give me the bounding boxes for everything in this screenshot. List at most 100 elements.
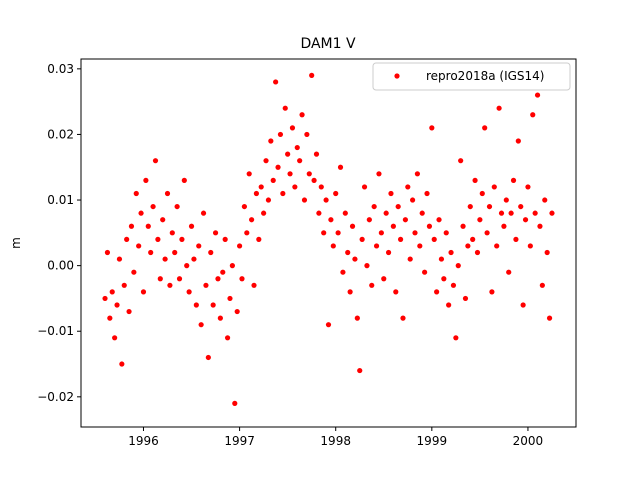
data-point [474,249,481,256]
data-point [467,203,473,210]
data-point [222,236,228,242]
data-point [330,243,336,249]
data-point [366,217,372,223]
data-point [143,177,149,183]
data-point [501,223,507,229]
data-point [282,105,288,111]
data-point [369,282,375,288]
data-point [527,243,533,249]
data-point [544,249,550,256]
data-point [306,171,312,177]
data-point [174,203,180,210]
data-point [162,256,168,262]
data-point [323,197,329,203]
data-point [397,236,404,242]
data-point [335,230,341,236]
data-point [301,197,308,203]
data-point [205,354,211,361]
data-point [251,282,257,288]
x-tick-label: 1997 [224,434,255,448]
data-point [188,223,195,229]
data-point [347,289,353,295]
data-point [513,236,519,242]
data-point [277,131,284,138]
data-point [131,269,137,275]
data-point [210,302,216,308]
data-point [227,295,233,302]
data-point [364,263,370,269]
data-point [289,125,296,131]
data-point [179,236,185,242]
data-point [270,177,276,183]
data-point [506,269,512,275]
data-point [128,223,135,229]
data-point [385,249,392,256]
data-point [503,197,509,203]
data-point [203,282,209,288]
data-point [285,151,291,157]
data-point [208,249,214,256]
data-point [424,190,430,197]
data-point [337,164,344,170]
data-point [518,203,524,210]
legend: repro2018a (IGS14) [372,62,571,91]
data-point [186,289,192,295]
data-point [263,158,269,164]
data-point [261,210,267,216]
data-point [465,243,471,249]
data-point [150,203,156,210]
plot-area [102,72,555,406]
y-tick-label: 0.02 [47,127,74,141]
data-point [470,236,476,242]
data-point [318,184,324,190]
data-point [172,249,178,256]
data-point [388,190,394,197]
data-point [239,276,245,282]
legend-label: repro2018a (IGS14) [426,69,544,83]
data-point [212,230,219,236]
data-point [349,223,356,229]
data-point [534,92,541,98]
data-point [145,223,151,229]
data-point [193,302,199,308]
data-point [234,308,240,315]
data-point [426,223,433,229]
data-point [520,302,526,308]
data-point [215,276,221,282]
data-point [138,210,144,216]
data-point [136,243,142,249]
x-tick-label: 2000 [513,434,544,448]
data-point [155,236,161,242]
data-point [405,184,411,190]
data-point [287,171,293,177]
data-point [198,322,204,328]
axes-frame [80,58,577,428]
data-point [275,164,281,170]
data-point [484,230,490,236]
data-point [184,263,190,269]
data-point [530,112,536,118]
data-point [217,315,223,321]
data-point [304,131,310,138]
y-tick-label: −0.01 [37,324,74,338]
data-point [434,289,440,295]
data-point [462,295,469,302]
data-point [236,243,243,249]
data-point [510,177,517,183]
data-point [119,361,125,367]
data-point [361,184,368,190]
legend-box [372,62,571,91]
data-point [333,190,339,197]
data-point [354,315,360,321]
data-point [152,158,159,164]
data-point [539,282,545,288]
data-point [477,217,483,223]
data-point [241,203,247,210]
data-point [537,223,543,229]
legend-marker [394,73,400,79]
data-point [232,400,238,406]
data-point [390,223,396,229]
data-point [299,112,305,118]
data-point [164,190,171,197]
data-point [373,243,380,249]
